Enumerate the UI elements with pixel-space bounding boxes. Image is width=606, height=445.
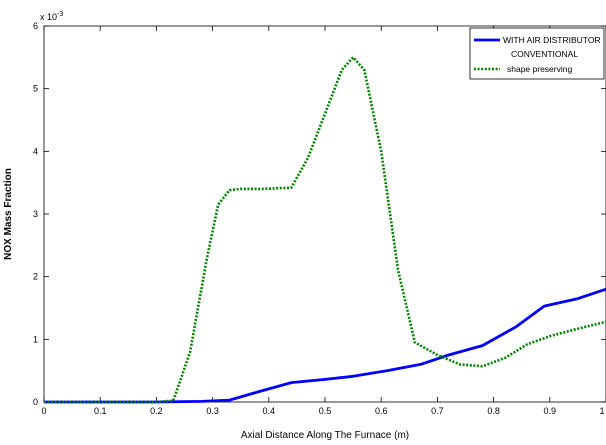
legend-label-shape-preserving: shape preserving [507, 64, 572, 74]
y-axis-exponent: x 10-3 [40, 11, 63, 22]
y-tick-label: 2 [33, 272, 38, 282]
x-axis-label: Axial Distance Along The Furnace (m) [241, 430, 409, 441]
x-tick-label: 0.3 [206, 406, 219, 416]
x-tick-label: 0 [41, 406, 46, 416]
legend-label-air-distributor: WITH AIR DISTRIBUTOR [503, 35, 601, 45]
y-tick-label: 5 [33, 84, 38, 94]
x-tick-label: 0.7 [431, 406, 444, 416]
x-tick-label: 0.6 [375, 406, 388, 416]
y-axis-label: NOX Mass Fraction [3, 168, 14, 260]
y-tick-label: 0 [33, 397, 38, 407]
x-tick-label: 0.8 [487, 406, 500, 416]
y-tick-label: 6 [33, 21, 38, 31]
lines-layer [44, 55, 606, 404]
y-tick-label: 3 [33, 209, 38, 219]
series-line-air-distributor [44, 287, 606, 404]
x-tick-label: 0.9 [544, 406, 557, 416]
y-tick-label: 4 [33, 146, 38, 156]
plot-area: 0 0.1 0.2 0.3 0.4 0.5 0.6 0.7 0.8 0.9 1 0 1 2 3 4 5 6 [33, 21, 606, 416]
legend: WITH AIR DISTRIBUTOR CONVENTIONAL shape … [469, 27, 605, 80]
plot-frame [43, 25, 606, 403]
x-tick-label: 1 [599, 406, 604, 416]
x-tick-label: 0.2 [150, 406, 163, 416]
series-line-shape-preserving [44, 55, 606, 404]
x-tick-label: 0.1 [94, 406, 107, 416]
x-tick-label: 0.5 [319, 406, 332, 416]
x-tick-label: 0.4 [263, 406, 276, 416]
y-tick-label: 1 [33, 334, 38, 344]
legend-label-conventional: CONVENTIONAL [511, 49, 578, 59]
legend-box [469, 27, 605, 80]
